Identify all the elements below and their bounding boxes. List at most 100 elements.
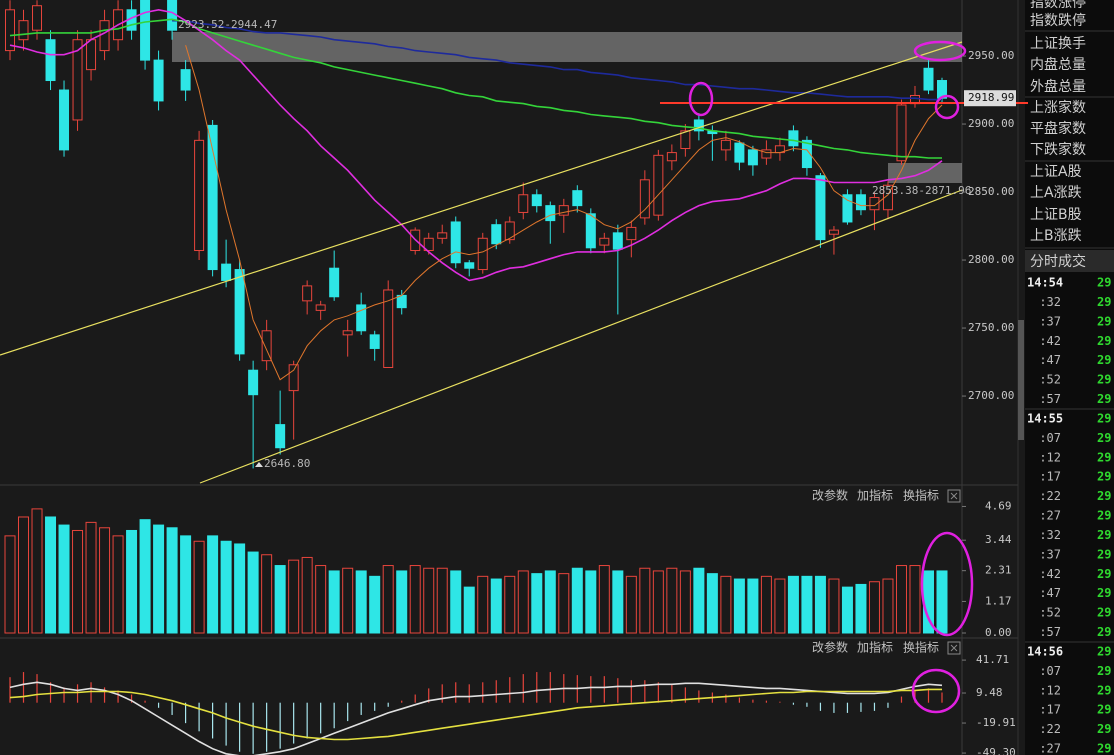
side-header: 分时成交 xyxy=(1030,253,1086,270)
candle-body xyxy=(896,104,907,162)
toolbar-button[interactable]: 改参数 xyxy=(812,640,848,655)
tick-time: 14:55 xyxy=(1027,411,1063,425)
toolbar-button[interactable]: 改参数 xyxy=(812,488,848,503)
tick-time: :52 xyxy=(1039,606,1061,620)
volume-bar xyxy=(639,567,651,634)
volume-bar xyxy=(747,578,759,634)
volume-bar xyxy=(787,575,799,634)
candle-body xyxy=(207,124,218,271)
last-price-label: 2918.99 xyxy=(968,91,1014,104)
volume-bar xyxy=(301,556,313,634)
candle-body xyxy=(140,0,151,61)
volume-bar xyxy=(841,586,853,634)
tick-price: 29 xyxy=(1097,528,1111,542)
volume-bar xyxy=(315,565,327,634)
candle-body xyxy=(369,334,380,349)
candle-body xyxy=(923,67,934,91)
volume-bar xyxy=(58,524,70,634)
volume-bar xyxy=(463,586,475,634)
tick-time: 14:54 xyxy=(1027,276,1063,290)
tick-time: :27 xyxy=(1039,509,1061,523)
volume-bar xyxy=(679,570,691,634)
candle-body xyxy=(585,213,596,249)
candle-body xyxy=(788,130,799,147)
channel-line-lower xyxy=(199,189,963,484)
y-tick-label: 2850.00 xyxy=(968,185,1014,198)
tick-price: 29 xyxy=(1097,567,1111,581)
tick-price: 29 xyxy=(1097,547,1111,561)
volume-bar xyxy=(828,578,840,634)
candle-body xyxy=(194,139,205,252)
y-tick-label: 9.48 xyxy=(976,686,1003,699)
scrollbar[interactable] xyxy=(1018,320,1024,440)
indicator-name: 上证换手 xyxy=(1030,35,1086,52)
volume-bar xyxy=(774,578,786,634)
indicator-name: 平盘家数 xyxy=(1030,120,1086,137)
volume-bar xyxy=(18,516,30,634)
tick-price: 29 xyxy=(1097,722,1111,736)
candle-body xyxy=(491,224,502,245)
volume-bar xyxy=(72,529,84,634)
indicator-name: 指数涨停 xyxy=(1030,0,1086,11)
candle-body xyxy=(842,194,853,223)
candle-body xyxy=(626,226,637,241)
tick-price: 29 xyxy=(1097,644,1111,658)
candle-body xyxy=(653,154,664,216)
candle-body xyxy=(32,5,43,31)
candle-body xyxy=(315,304,326,311)
volume-bar xyxy=(517,570,529,634)
volume-bar xyxy=(693,567,705,634)
tick-time: :37 xyxy=(1039,547,1061,561)
tick-price: 29 xyxy=(1097,703,1111,717)
indicator-line xyxy=(9,8,943,282)
candle-body xyxy=(855,194,866,211)
volume-bar xyxy=(733,578,745,634)
tick-time: :42 xyxy=(1039,334,1061,348)
indicator-line xyxy=(9,688,942,741)
highlight-ellipse xyxy=(913,40,967,62)
volume-bar xyxy=(153,524,165,634)
indicator-name: 下跌家数 xyxy=(1030,141,1086,158)
low-label: 2646.80 xyxy=(264,457,310,470)
volume-bar xyxy=(855,583,867,634)
volume-bar xyxy=(382,565,394,634)
tick-time: :17 xyxy=(1039,703,1061,717)
volume-bar xyxy=(342,567,354,634)
tick-price: 29 xyxy=(1097,664,1111,678)
candle-body xyxy=(302,285,313,302)
volume-bar xyxy=(355,570,367,634)
tick-price: 29 xyxy=(1097,509,1111,523)
tick-price: 29 xyxy=(1097,295,1111,309)
tick-price: 29 xyxy=(1097,489,1111,503)
tick-price: 29 xyxy=(1097,334,1111,348)
volume-bar xyxy=(139,519,151,634)
close-button[interactable] xyxy=(947,489,961,503)
candle-body xyxy=(747,149,758,166)
candle-body xyxy=(248,369,259,396)
toolbar-button[interactable]: 换指标 xyxy=(903,640,939,655)
tick-price: 29 xyxy=(1097,411,1111,425)
volume-bar xyxy=(801,575,813,634)
volume-bar xyxy=(882,578,894,634)
y-tick-label: 4.69 xyxy=(985,499,1012,512)
toolbar-button[interactable]: 换指标 xyxy=(903,488,939,503)
side-panel: 分时成交 指数涨停指数跌停上证换手内盘总量外盘总量上涨家数平盘家数下跌家数上证A… xyxy=(1025,0,1114,755)
highlight-ellipse xyxy=(911,668,961,714)
tick-time: 14:56 xyxy=(1027,644,1063,658)
candle-body xyxy=(882,184,893,211)
candle-body xyxy=(734,142,745,163)
y-tick-label: -49.30 xyxy=(976,746,1016,755)
candle-body xyxy=(599,237,610,246)
toolbar-button[interactable]: 加指标 xyxy=(857,640,893,655)
close-button[interactable] xyxy=(947,641,961,655)
y-tick-label: 2950.00 xyxy=(968,49,1014,62)
candle-body xyxy=(261,330,272,362)
candle-body xyxy=(869,196,880,211)
toolbar-button[interactable]: 加指标 xyxy=(857,488,893,503)
candle-body xyxy=(680,130,691,150)
tick-time: :22 xyxy=(1039,489,1061,503)
volume-bar xyxy=(85,521,97,634)
candle-body xyxy=(828,229,839,235)
zone-label: 2853.38-2871.96 xyxy=(872,184,971,197)
